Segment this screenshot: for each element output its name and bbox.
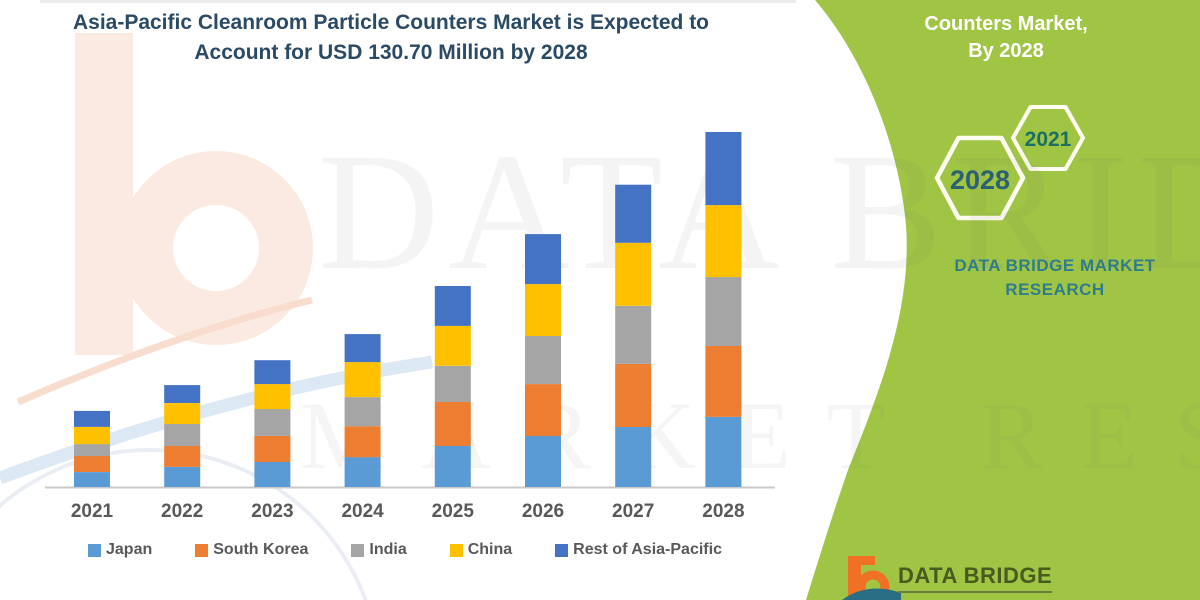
- hexagon-2028-label: 2028: [949, 165, 1011, 195]
- bar-segment-south-korea-2025: [434, 402, 471, 446]
- hexagon-2028: [934, 135, 1026, 221]
- watermark-swoosh-red: [16, 296, 313, 406]
- panel-brand-line1: DATA BRIDGE MARKET: [954, 256, 1156, 275]
- watermark-b-stem: [75, 33, 133, 355]
- legend-label: China: [467, 541, 513, 558]
- legend-item-india: India: [351, 541, 407, 559]
- panel-brand-line2: RESEARCH: [1005, 280, 1105, 299]
- bar-segment-japan-2023: [254, 462, 291, 487]
- bar-segment-china-2025: [434, 325, 471, 366]
- green-panel-shape: [806, 0, 1200, 600]
- bar-segment-south-korea-2021: [74, 456, 110, 472]
- bar-segment-india-2028: [705, 277, 742, 346]
- x-axis-label-2024: 2024: [341, 501, 384, 522]
- bar-segment-south-korea-2026: [525, 384, 561, 436]
- panel-heading: Counters Market, By 2028: [858, 11, 1154, 65]
- bar-segment-japan-2028: [705, 416, 742, 487]
- x-axis-label-2021: 2021: [71, 501, 114, 522]
- legend-swatch-icon: [555, 543, 569, 557]
- bar-segment-south-korea-2023: [254, 435, 291, 462]
- bar-segment-india-2021: [74, 444, 110, 457]
- legend-item-south-korea: South Korea: [195, 541, 308, 559]
- bar-segment-china-2027: [615, 242, 652, 306]
- top-border-strip: [40, 0, 796, 3]
- bar-segment-japan-2022: [164, 466, 201, 487]
- footer-b-flag: [848, 556, 875, 565]
- panel-heading-line1: Counters Market,: [924, 13, 1088, 35]
- bar-segment-rest-of-asia-pacific-2027: [615, 184, 652, 243]
- bar-segment-rest-of-asia-pacific-2026: [525, 234, 561, 285]
- bar-segment-china-2022: [164, 403, 201, 424]
- bar-segment-japan-2027: [615, 427, 652, 487]
- bar-segment-china-2028: [705, 205, 742, 278]
- panel-brand-name: DATA BRIDGE MARKET RESEARCH: [905, 254, 1200, 302]
- bar-segment-china-2021: [74, 427, 110, 445]
- chart-legend: Japan South Korea India China Rest of Asia-P…: [88, 541, 722, 559]
- legend-swatch-icon: [351, 543, 365, 557]
- x-axis-label-2026: 2026: [522, 501, 564, 522]
- bar-segment-rest-of-asia-pacific-2028: [705, 132, 742, 206]
- bar-segment-rest-of-asia-pacific-2025: [434, 286, 471, 326]
- bar-segment-japan-2026: [525, 435, 561, 487]
- hexagon-2021-label: 2021: [1024, 128, 1072, 151]
- bar-segment-japan-2024: [344, 457, 381, 487]
- bar-segment-india-2023: [254, 409, 291, 436]
- bar-segment-india-2027: [615, 305, 652, 364]
- legend-label: South Korea: [213, 541, 309, 558]
- bar-segment-china-2024: [344, 362, 381, 398]
- bar-segment-japan-2025: [434, 446, 471, 487]
- x-axis-label-2023: 2023: [251, 501, 293, 522]
- bar-segment-japan-2021: [74, 472, 110, 487]
- page-title-line2: Account for USD 130.70 Million by 2028: [194, 41, 588, 64]
- legend-label: India: [369, 541, 407, 558]
- footer-swoosh: [842, 588, 901, 600]
- bar-segment-rest-of-asia-pacific-2021: [74, 410, 110, 427]
- x-axis-label-2028: 2028: [702, 501, 744, 522]
- bar-segment-south-korea-2027: [615, 364, 652, 427]
- page-title: Asia-Pacific Cleanroom Particle Counters…: [8, 8, 774, 68]
- legend-item-rest-of-asia-pacific: Rest of Asia-Pacific: [555, 541, 722, 559]
- bar-segment-china-2026: [525, 284, 561, 336]
- legend-swatch-icon: [88, 543, 101, 557]
- bar-segment-south-korea-2024: [344, 426, 381, 458]
- legend-item-japan: Japan: [88, 541, 152, 559]
- bar-segment-india-2024: [344, 397, 381, 427]
- legend-swatch-icon: [449, 543, 463, 557]
- bar-segment-china-2023: [254, 384, 291, 410]
- watermark-circle-arc: [0, 448, 368, 600]
- bar-segment-india-2026: [525, 336, 561, 385]
- page-title-line1: Asia-Pacific Cleanroom Particle Counters…: [72, 11, 710, 34]
- bar-segment-south-korea-2022: [164, 446, 201, 467]
- watermark-text-line1: DATA BRIDGE: [318, 119, 1200, 305]
- legend-item-china: China: [449, 541, 513, 559]
- bar-segment-india-2022: [164, 424, 201, 446]
- legend-label: Rest of Asia-Pacific: [573, 541, 722, 558]
- legend-swatch-icon: [195, 543, 209, 557]
- watermark-b-bowl: [119, 151, 313, 345]
- x-axis-label-2027: 2027: [612, 501, 654, 522]
- x-axis-label-2022: 2022: [161, 501, 203, 522]
- bar-segment-rest-of-asia-pacific-2023: [254, 360, 291, 385]
- hexagon-2021: [1011, 105, 1085, 171]
- bar-segment-south-korea-2028: [705, 346, 742, 417]
- x-axis-label-2025: 2025: [432, 501, 475, 522]
- legend-label: Japan: [106, 541, 153, 558]
- bar-segment-rest-of-asia-pacific-2024: [344, 334, 381, 363]
- bar-segment-rest-of-asia-pacific-2022: [164, 385, 201, 403]
- bar-segment-india-2025: [434, 365, 471, 402]
- panel-heading-line2: By 2028: [968, 40, 1044, 62]
- footer-brand-name: DATA BRIDGE: [898, 563, 1053, 593]
